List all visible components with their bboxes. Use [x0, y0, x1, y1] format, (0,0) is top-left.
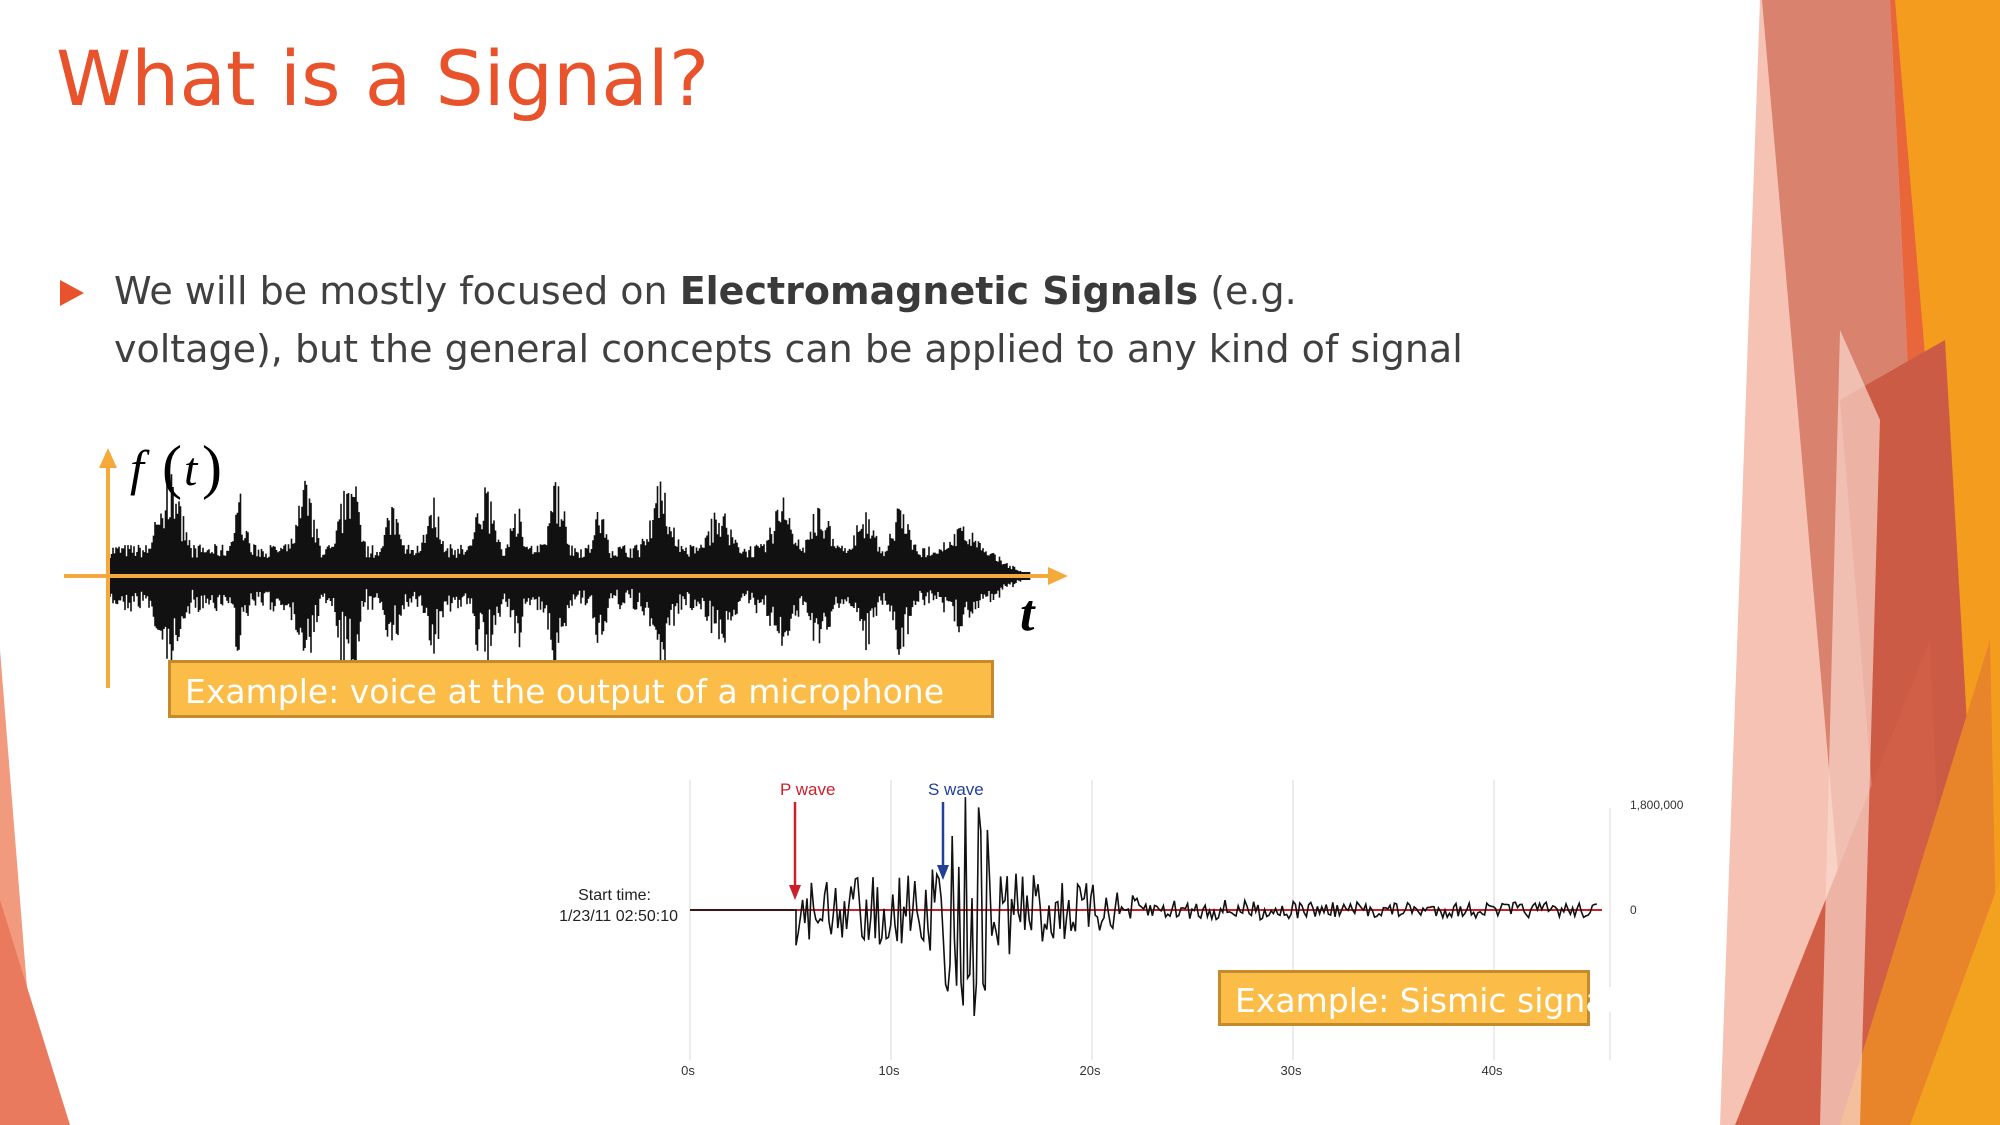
bullet-prefix: We will be mostly focused on: [114, 269, 680, 313]
seismic-caption: Example: Sismic signal: [1218, 970, 1590, 1026]
slide-title: What is a Signal?: [56, 34, 709, 123]
bullet-arrow-icon: [60, 280, 84, 306]
bullet-bold: Electromagnetic Signals: [680, 269, 1198, 313]
voice-caption: Example: voice at the output of a microp…: [168, 660, 994, 718]
bullet-text: We will be mostly focused on Electromagn…: [114, 262, 1474, 378]
